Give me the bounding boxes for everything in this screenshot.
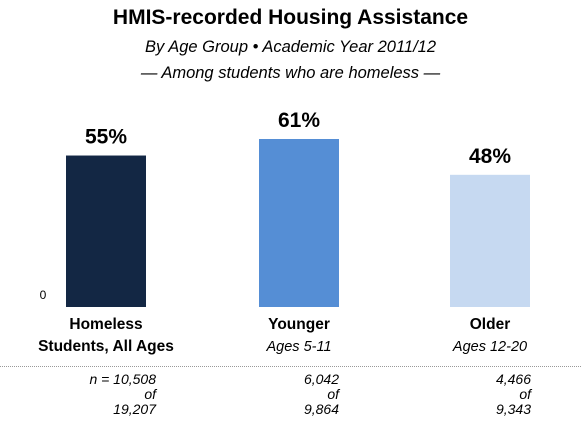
data-label-younger: 61% <box>278 109 320 132</box>
category-label-older: Older <box>469 316 511 333</box>
data-label-older: 48% <box>469 145 511 168</box>
chart-subtitle-line2: — Among students who are homeless — <box>140 64 441 82</box>
category-sublabel-older: Ages 12-20 <box>452 339 528 355</box>
count-total-older: 9,343 <box>495 401 531 417</box>
chart-title: HMIS-recorded Housing Assistance <box>112 6 469 29</box>
category-label-all-ages-line2: Students, All Ages <box>38 338 174 355</box>
count-of-older: of <box>519 386 531 402</box>
y-axis-zero-label: 0 <box>40 288 47 302</box>
bar-younger <box>259 139 339 307</box>
count-total-all-ages: 19,207 <box>113 401 156 417</box>
category-label-younger: Younger <box>268 316 330 333</box>
count-total-younger: 9,864 <box>303 401 339 417</box>
count-n-younger: 6,042 <box>303 371 339 387</box>
count-of-younger: of <box>327 386 339 402</box>
data-label-all-ages: 55% <box>85 126 127 149</box>
category-label-all-ages-line1: Homeless <box>69 316 143 333</box>
count-of-all-ages: of <box>144 386 156 402</box>
bar-older <box>450 174 530 307</box>
category-sublabel-younger: Ages 5-11 <box>266 339 332 355</box>
count-n-all-ages: n = 10,508 <box>89 371 156 387</box>
bar-all-ages <box>66 155 146 307</box>
count-n-older: 4,466 <box>495 371 531 387</box>
chart-subtitle-line1: By Age Group • Academic Year 2011/12 <box>144 38 437 56</box>
separator-line <box>0 366 581 367</box>
